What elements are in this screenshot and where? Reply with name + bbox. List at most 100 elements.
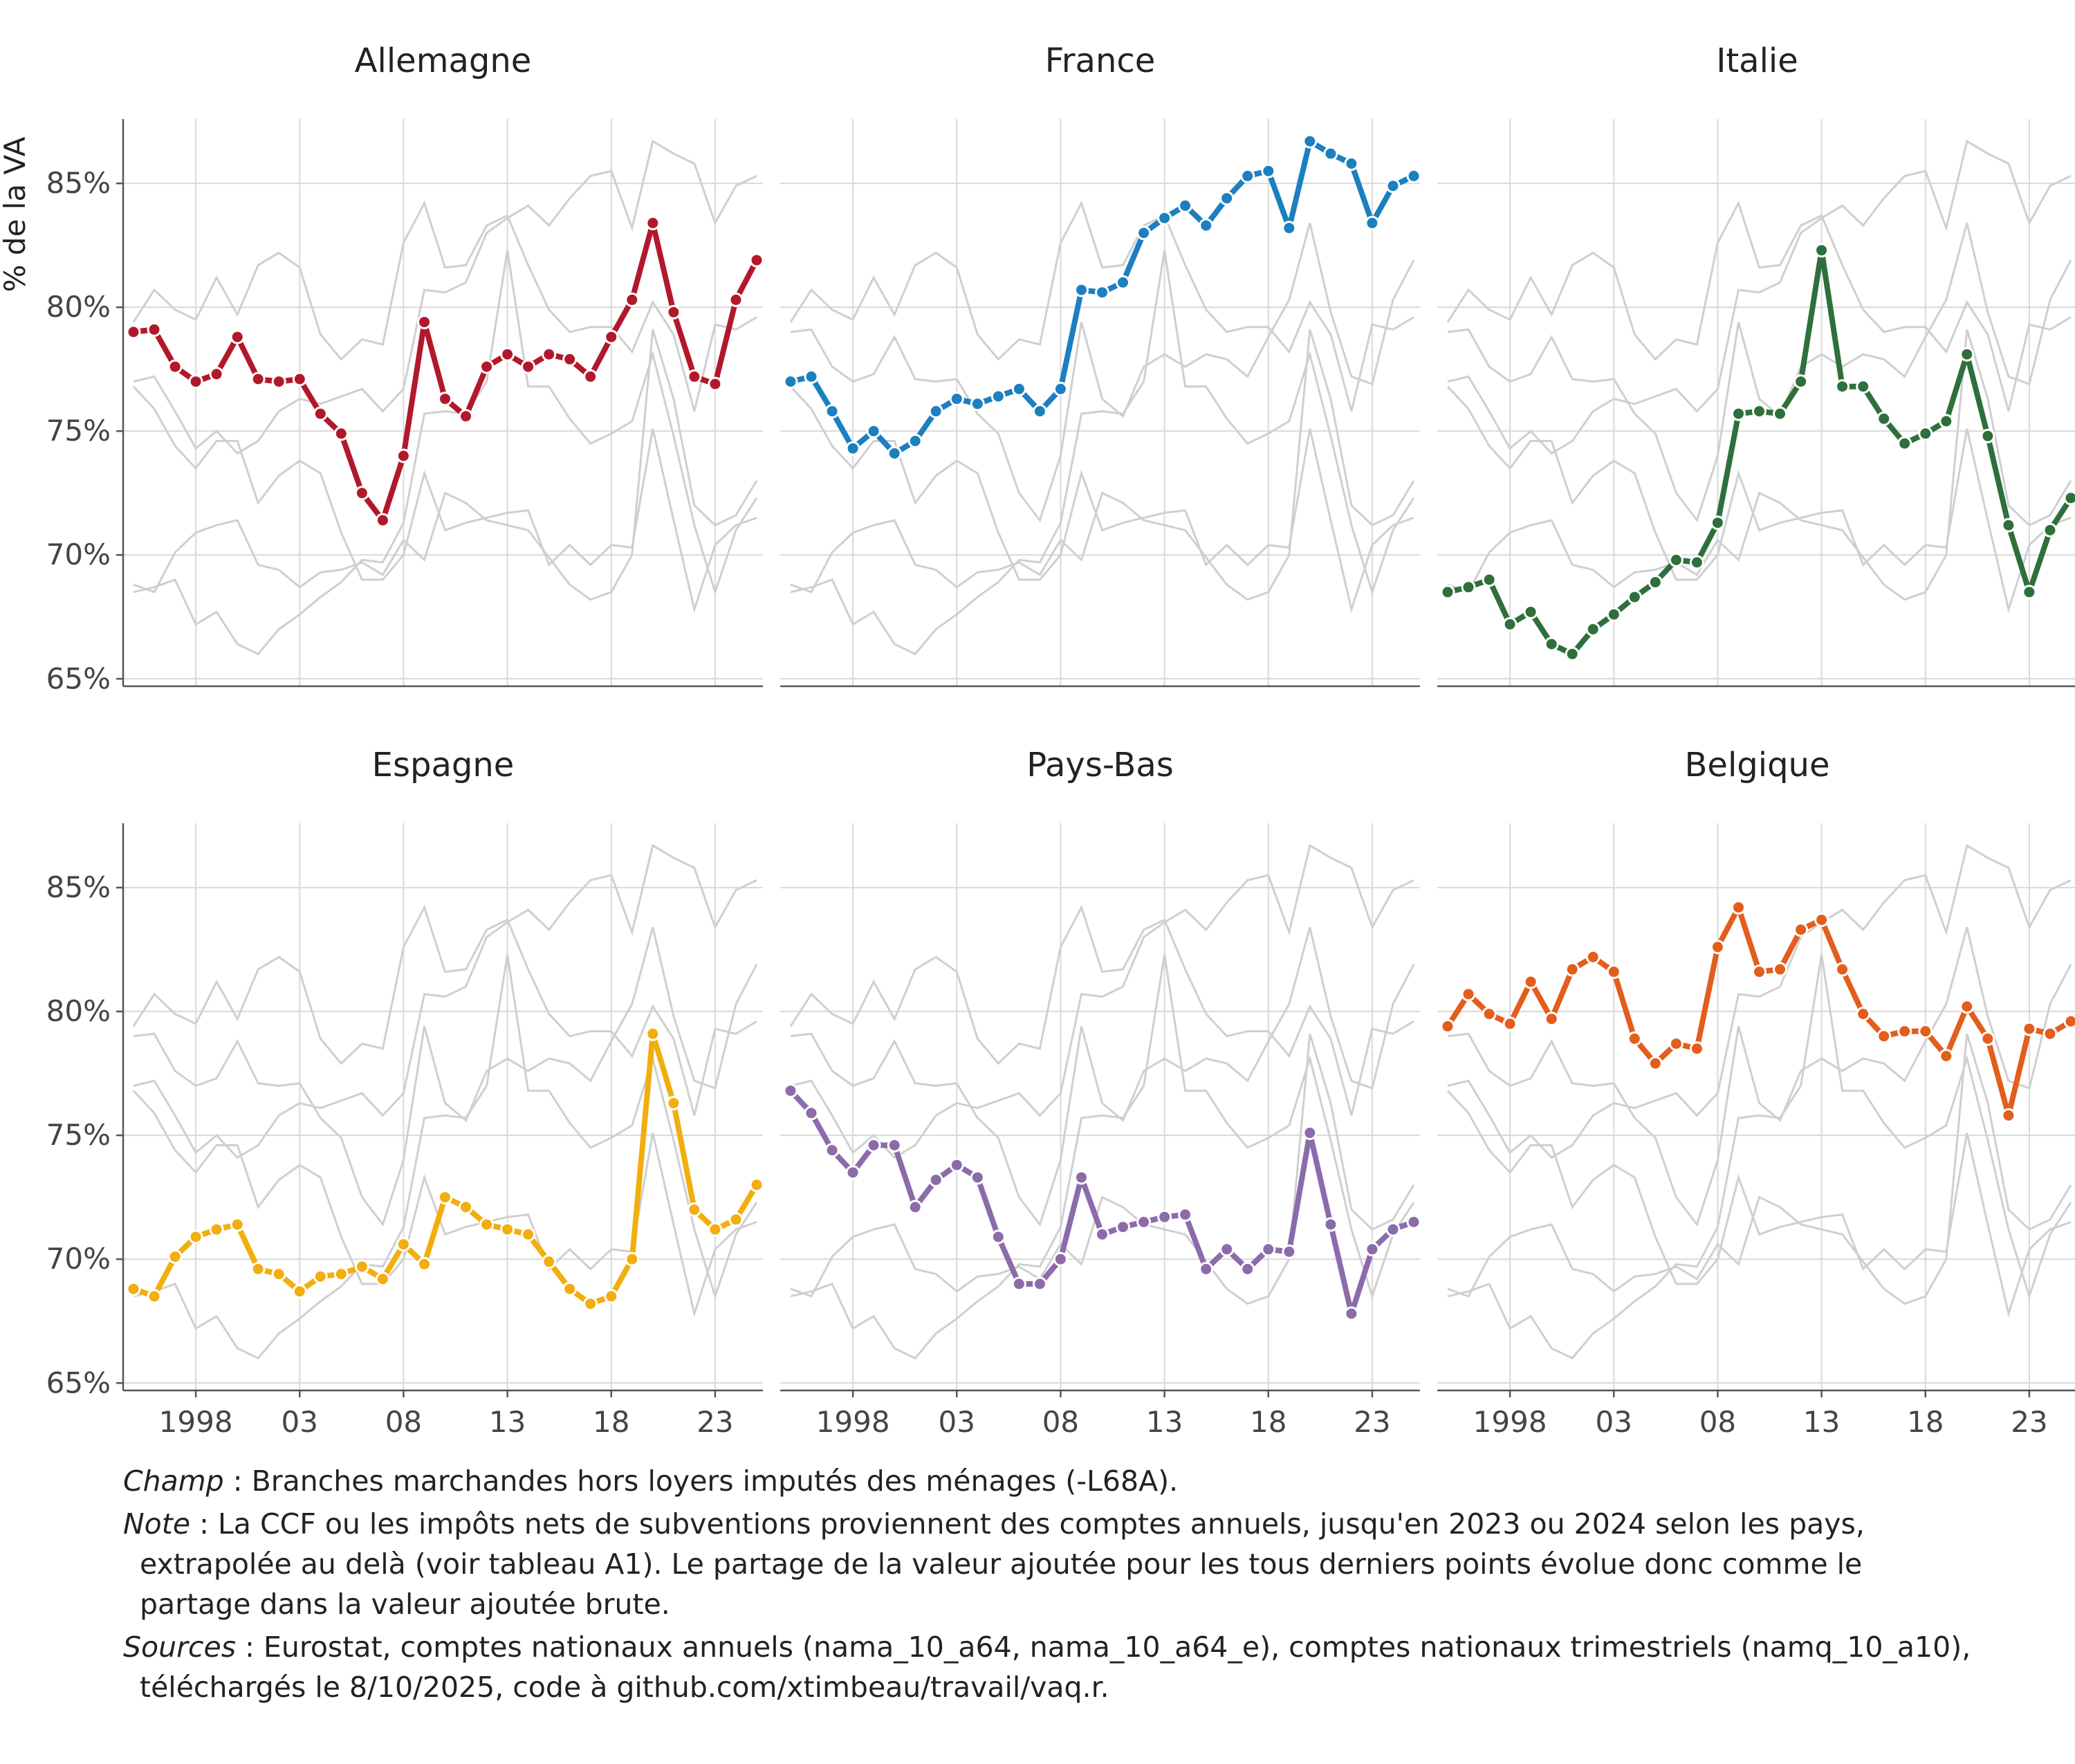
data-point — [1011, 381, 1026, 396]
data-point — [1461, 580, 1476, 595]
panel-italie: Italie — [1437, 42, 2075, 688]
data-point — [1440, 585, 1455, 600]
data-point — [583, 1296, 598, 1312]
ghost-series-france — [1447, 843, 2072, 1159]
x-tick-label: 03 — [939, 1405, 975, 1439]
data-point — [479, 1217, 495, 1232]
data-point — [1365, 1242, 1380, 1257]
data-point — [1240, 168, 1255, 183]
data-point — [1011, 1276, 1026, 1292]
data-point — [147, 322, 162, 337]
data-point — [728, 1212, 744, 1227]
data-point — [562, 351, 578, 367]
data-point — [396, 1237, 411, 1252]
x-tick-label: 23 — [2011, 1405, 2047, 1439]
chart-notes: Champ : Branches marchandes hors loyers … — [123, 1461, 2053, 1710]
note-line: La CCF ou les impôts nets de subventions… — [217, 1507, 1865, 1541]
data-point — [333, 1267, 349, 1282]
data-point — [292, 1284, 307, 1299]
ghost-series-italie — [790, 954, 1415, 1360]
data-point — [500, 1222, 515, 1237]
data-point — [126, 324, 141, 340]
x-tick-label: 13 — [1803, 1405, 1840, 1439]
ghost-series-italie — [133, 954, 758, 1360]
note-key: Sources — [123, 1630, 237, 1664]
ghost-series-italie — [1447, 954, 2072, 1360]
data-point — [1689, 555, 1704, 570]
x-tick-label: 18 — [593, 1405, 629, 1439]
y-tick-label: 70% — [46, 538, 111, 571]
data-point — [1157, 210, 1172, 226]
data-point — [970, 1170, 985, 1185]
data-point — [1648, 1056, 1663, 1071]
ghost-series-allemagne — [1447, 223, 2072, 523]
x-tick-label: 13 — [1146, 1405, 1183, 1439]
y-tick-label: 65% — [46, 1366, 111, 1399]
data-point — [1876, 1029, 1892, 1044]
panel-title: Belgique — [1684, 746, 1829, 784]
data-point — [1302, 1126, 1318, 1141]
ghost-series-france — [133, 843, 757, 1159]
ghost-series-belgique — [789, 200, 1414, 412]
data-point — [209, 1222, 224, 1237]
data-point — [396, 448, 411, 463]
data-point — [1385, 1222, 1401, 1237]
data-point — [1939, 414, 1954, 429]
data-point — [479, 359, 495, 374]
ghost-series-belgique — [132, 904, 757, 1116]
data-point — [1793, 922, 1809, 937]
x-tick-label: 03 — [1596, 1405, 1632, 1439]
data-point — [928, 1173, 943, 1188]
y-tick-label: 70% — [46, 1242, 111, 1276]
x-tick-label: 23 — [1354, 1405, 1390, 1439]
series-line-pays-bas — [788, 1087, 1417, 1316]
data-point — [459, 409, 473, 424]
x-tick-label: 1998 — [159, 1405, 233, 1439]
data-point — [1178, 1207, 1193, 1222]
data-point — [2022, 585, 2037, 600]
data-point — [521, 359, 536, 374]
data-point — [824, 404, 840, 419]
x-tick-label: 23 — [697, 1405, 733, 1439]
data-point — [1502, 617, 1518, 632]
ghost-series-espagne — [1447, 1033, 2072, 1305]
series-line-espagne — [131, 1031, 759, 1307]
y-tick-label: 85% — [46, 870, 111, 904]
data-point — [1157, 1209, 1172, 1224]
panel-title: Allemagne — [355, 42, 532, 80]
x-tick-label: 13 — [489, 1405, 526, 1439]
data-point — [1261, 163, 1276, 178]
data-point — [666, 304, 681, 320]
ghost-series-pays-bas — [789, 385, 1414, 614]
data-point — [866, 423, 881, 439]
data-point — [209, 367, 224, 382]
series-line-italie — [1445, 247, 2074, 657]
data-point — [1095, 285, 1109, 300]
data-point — [1814, 243, 1829, 258]
data-point — [1240, 1262, 1255, 1276]
data-point — [188, 1229, 203, 1244]
data-point — [1627, 589, 1642, 605]
data-point — [783, 1083, 798, 1099]
data-point — [333, 426, 349, 441]
data-point — [666, 1096, 681, 1111]
data-point — [1053, 1251, 1068, 1267]
data-point — [1032, 1276, 1047, 1292]
data-point — [1523, 974, 1538, 989]
data-point — [1544, 636, 1559, 652]
data-point — [1773, 406, 1787, 421]
data-point — [417, 1256, 432, 1271]
data-point — [459, 1200, 473, 1215]
data-point — [2001, 1108, 2016, 1123]
ghost-series-allemagne — [1447, 927, 2072, 1227]
ghost-series-allemagne — [790, 927, 1415, 1227]
data-point — [887, 1138, 902, 1152]
data-point — [562, 1281, 578, 1296]
data-point — [1032, 404, 1047, 419]
data-point — [521, 1226, 536, 1242]
data-point — [687, 1202, 702, 1218]
ghost-series-espagne — [790, 1033, 1415, 1305]
data-point — [1648, 575, 1663, 590]
data-point — [1606, 964, 1621, 980]
ghost-series-belgique — [1446, 200, 2072, 412]
